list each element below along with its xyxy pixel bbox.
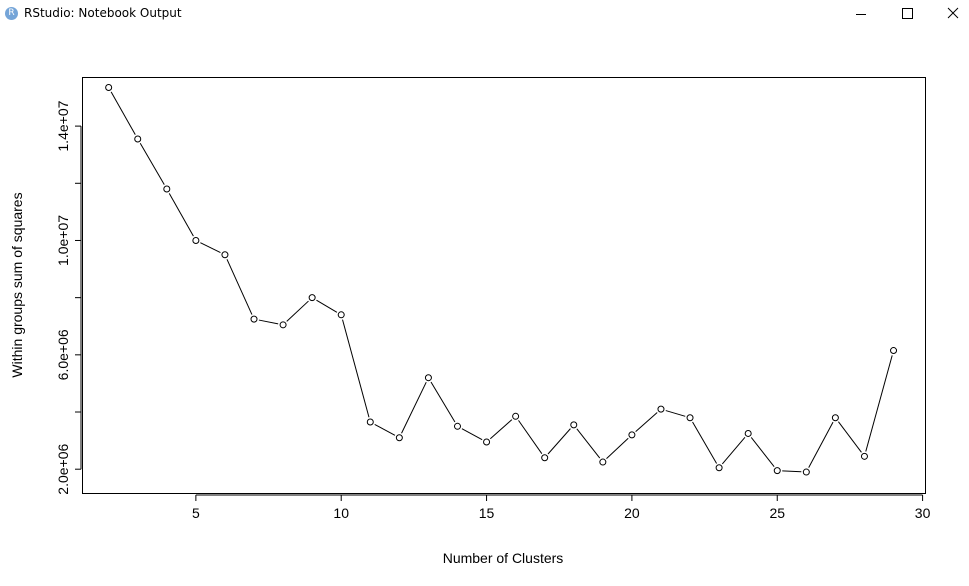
series-segment [139,143,165,185]
maximize-icon [902,8,913,19]
series-segment [461,428,483,441]
data-point [831,414,839,422]
series-segment [200,242,221,254]
series-segment [782,470,802,473]
series-segment [110,91,136,135]
series-segment [430,381,456,423]
title-bar: R RStudio: Notebook Output [0,0,969,28]
series-segment [865,355,893,452]
data-point [395,434,403,442]
data-point [802,468,810,476]
y-tick-label: 6.0e+06 [55,329,71,380]
data-point [192,236,200,244]
close-icon [947,7,959,19]
series-segment [665,410,686,417]
data-point [890,347,898,355]
x-axis-label: Number of Clusters [443,550,564,566]
data-point [308,294,316,302]
data-point [599,458,607,466]
x-tick-label: 5 [192,505,200,521]
series-segment [489,419,513,440]
series-segment [518,420,543,454]
x-tick-label: 30 [915,505,931,521]
x-tick-label: 15 [479,505,495,521]
data-point [657,405,665,413]
elbow-plot: 5 10 15 20 25 30 2.0e+06 6.0e+06 1.0e+07 1.4e+07… [9,77,931,566]
data-point [337,311,345,319]
data-point [744,429,752,437]
series-segment [750,437,775,467]
x-axis: 5 10 15 20 25 30 [192,494,931,521]
series-segment [168,193,194,237]
data-point [686,414,694,422]
series-segment [808,421,834,468]
x-tick-label: 20 [624,505,640,521]
data-point [163,185,171,193]
series-segment [576,428,601,459]
series-segment [635,412,658,432]
data-point [570,421,578,429]
series-segment [692,421,718,464]
series-segment [286,300,309,322]
data-point [483,438,491,446]
minimize-button[interactable] [838,0,884,28]
data-point [512,412,520,420]
x-tick-label: 25 [769,505,785,521]
plot-frame [82,77,926,494]
series-segment [226,259,253,315]
minimize-icon [856,14,866,15]
data-point [366,418,374,426]
y-axis: 2.0e+06 6.0e+06 1.0e+07 1.4e+07 [55,100,82,495]
data-point [715,464,723,472]
y-tick-label: 2.0e+06 [55,443,71,494]
maximize-button[interactable] [884,0,930,28]
series-segment [258,319,279,325]
data-point [453,422,461,430]
data-point [221,251,229,259]
data-point [424,374,432,382]
series-wss [105,84,898,476]
data-point [279,321,287,329]
x-tick-label: 10 [333,505,349,521]
data-point [628,431,636,439]
y-axis-label: Within groups sum of squares [9,192,25,377]
series-segment [401,381,427,434]
series-segment [342,319,370,418]
series-segment [374,423,396,436]
series-segment [606,437,629,460]
data-point [541,454,549,462]
data-point [773,467,781,475]
y-tick-label: 1.4e+07 [55,100,71,151]
data-point [134,135,142,143]
data-point [105,84,113,92]
series-segment [721,436,746,465]
series-segment [837,421,862,453]
close-button[interactable] [930,0,969,28]
data-point [250,315,258,323]
rstudio-icon: R [5,7,18,20]
series-segment [316,299,338,313]
series-segment [547,428,571,455]
y-tick-label: 1.0e+07 [55,215,71,266]
data-point [860,452,868,460]
window-title: RStudio: Notebook Output [24,6,182,20]
